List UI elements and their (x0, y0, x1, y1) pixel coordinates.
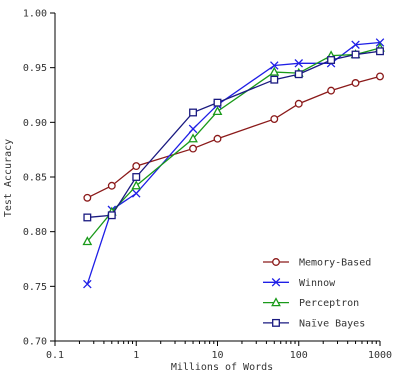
data-point (213, 134, 222, 143)
data-point (83, 193, 92, 202)
data-point (270, 75, 279, 84)
legend-label: Perceptron (299, 298, 359, 309)
y-tick-label: 0.75 (23, 282, 47, 293)
x-tick-label: 10 (211, 350, 223, 361)
axes: 0.70 0.75 0.80 0.85 0.90 0.95 1.00 0.1 1 10 100 100… (23, 9, 392, 362)
legend-item: Winnow (263, 278, 336, 289)
legend: Memory-Based Winnow Perceptron Naïve Bayes (263, 258, 371, 329)
data-point (327, 86, 336, 95)
data-point (213, 98, 222, 107)
data-point (107, 181, 116, 190)
data-point (189, 108, 197, 117)
data-point (294, 99, 303, 108)
data-point (327, 56, 336, 64)
y-tick-label: 0.70 (23, 337, 47, 348)
legend-item: Naïve Bayes (263, 318, 365, 329)
data-point (212, 106, 223, 116)
y-tick-label: 0.85 (23, 173, 47, 184)
data-point (270, 61, 279, 70)
series-line (87, 50, 381, 219)
x-tick-label: 1 (133, 350, 139, 361)
data-point (294, 70, 303, 79)
series-layer (82, 38, 385, 289)
y-tick-label: 0.80 (23, 227, 47, 238)
data-point (269, 66, 280, 76)
data-point (376, 72, 384, 81)
x-tick-label: 100 (290, 350, 308, 361)
data-point (270, 115, 279, 124)
data-point (132, 173, 141, 181)
x-axis-label: Millions of Words (171, 362, 273, 373)
data-point (189, 144, 197, 153)
legend-label: Winnow (299, 278, 336, 289)
y-tick-label: 0.95 (23, 63, 47, 74)
data-point (294, 59, 304, 68)
legend-item: Memory-Based (263, 258, 371, 269)
series-line (86, 41, 381, 285)
y-tick-label: 1.00 (23, 9, 47, 20)
data-point (376, 47, 384, 56)
data-point (83, 279, 92, 289)
legend-marker (272, 318, 280, 327)
legend-label: Naïve Bayes (299, 318, 365, 329)
legend-marker (271, 297, 281, 307)
data-point (107, 211, 116, 220)
data-point (131, 180, 142, 190)
data-point (188, 124, 198, 134)
data-point (83, 213, 92, 222)
data-point (82, 236, 93, 246)
data-point (131, 189, 141, 198)
data-point (351, 50, 360, 59)
data-point (351, 40, 360, 49)
data-point (351, 79, 360, 87)
legend-marker (272, 258, 280, 266)
legend-item: Perceptron (263, 297, 359, 309)
series-line (86, 47, 381, 242)
y-tick-label: 0.90 (23, 118, 47, 129)
data-point (132, 162, 141, 171)
legend-label: Memory-Based (299, 258, 371, 269)
series-memory-based (83, 72, 384, 202)
y-axis-label: Test Accuracy (3, 139, 14, 217)
x-tick-label: 1000 (368, 350, 392, 361)
x-tick-label: 0.1 (46, 350, 64, 361)
series-perceptron (82, 42, 385, 246)
data-point (188, 133, 198, 143)
series-na-ve-bayes (83, 47, 384, 222)
series-winnow (83, 38, 385, 289)
data-point (375, 38, 385, 47)
series-line (87, 75, 381, 199)
legend-marker (271, 278, 281, 287)
